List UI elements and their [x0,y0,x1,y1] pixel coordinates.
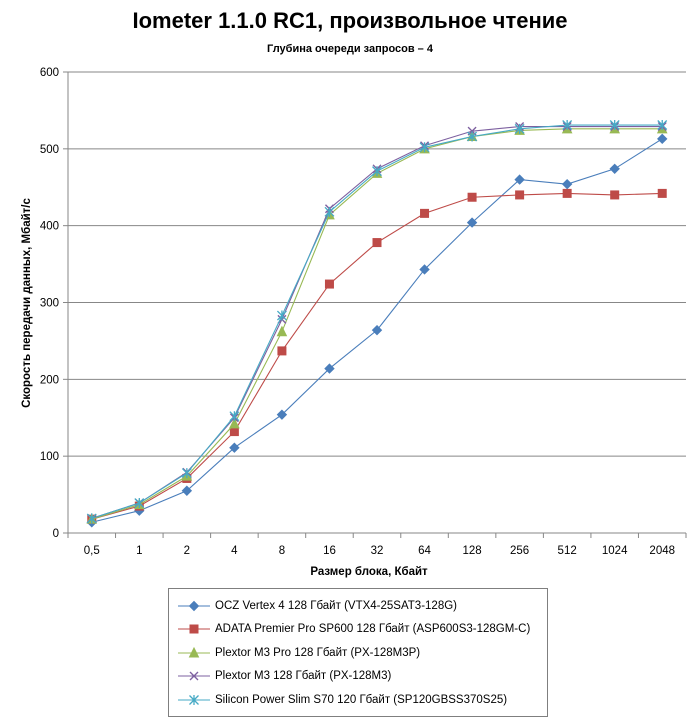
legend-label: Plextor M3 Pro 128 Гбайт (PX-128M3P) [215,646,421,659]
y-tick-label: 100 [40,451,59,463]
data-point [609,163,620,175]
data-point [657,120,668,131]
legend-item: ADATA Premier Pro SP600 128 Гбайт (ASP60… [177,618,539,642]
series-3 [86,122,668,524]
chart-title: Iometer 1.1.0 RC1, произвольное чтение [132,8,568,33]
data-point [371,324,383,336]
legend-item: Plextor M3 Pro 128 Гбайт (PX-128M3P) [177,641,539,665]
x-tick-label: 32 [371,545,384,557]
data-point [277,346,287,356]
y-tick-label: 200 [40,374,59,386]
x-tick-label: 4 [231,545,238,557]
series-4 [87,122,667,523]
y-tick-label: 300 [40,298,59,310]
data-point [189,694,199,705]
data-point [609,120,620,131]
legend-label: ADATA Premier Pro SP600 128 Гбайт (ASP60… [215,623,531,636]
data-point [467,192,477,202]
x-tick-label: 2 [184,545,190,557]
data-point [324,206,335,217]
legend-label: Plextor M3 128 Гбайт (PX-128M3) [215,670,392,683]
data-point [466,217,478,228]
legend-label: OCZ Vertex 4 128 Гбайт (VTX4-25SAT3-128G… [215,599,457,612]
data-point [276,409,288,420]
data-point [324,279,334,289]
y-tick-label: 500 [40,144,59,156]
x-tick-label: 8 [279,545,285,557]
data-point [181,468,192,479]
series-2 [87,188,667,524]
legend-swatch [178,646,210,658]
series-lines [86,120,668,528]
legend-swatch [178,671,210,681]
data-point [276,310,287,321]
series-5 [86,120,668,524]
data-point [420,208,430,218]
data-point [419,142,430,153]
data-point [229,442,240,453]
data-point [324,363,335,374]
data-point [189,671,199,681]
gridlines [68,71,686,457]
data-point [189,624,199,634]
data-point [467,131,478,142]
series-1 [86,133,668,528]
legend-item: OCZ Vertex 4 128 Гбайт (VTX4-25SAT3-128G… [177,594,539,618]
chart-subtitle: Глубина очереди запросов – 4 [267,43,433,55]
data-point [657,188,667,198]
legend-swatch [178,600,210,611]
series-line [91,126,663,519]
x-tick-label: 256 [510,545,529,557]
series-line [91,124,663,519]
data-point [372,238,382,248]
y-tick-label: 600 [40,67,59,79]
x-tick-label: 0,5 [84,545,100,557]
y-tick-label: 0 [53,528,59,540]
legend-item: Plextor M3 128 Гбайт (PX-128M3) [177,665,539,689]
data-point [610,190,620,200]
data-point [276,325,288,337]
data-point [134,498,145,509]
x-tick-label: 128 [462,545,481,557]
data-point [419,264,430,275]
axes [63,71,687,538]
data-point [229,427,239,437]
x-tick-label: 1024 [602,545,628,557]
data-point [561,178,573,190]
y-axis-title: Скорость передачи данных, Мбайт/с [21,198,33,408]
series-line [91,128,663,520]
x-axis-title: Размер блока, Кбайт [310,566,428,578]
x-tick-label: 1 [136,545,142,557]
tick-labels: 0 100 200 300 400 500 600 0,5 1 2 4 8 16 32 64 128 256 51… [40,67,675,557]
x-tick-label: 64 [418,545,431,557]
legend-label: Silicon Power Slim S70 120 Гбайт (SP120G… [215,693,508,706]
data-point [515,190,525,200]
y-tick-label: 400 [40,221,59,233]
x-tick-label: 16 [323,545,336,557]
data-point [181,485,193,496]
data-point [657,133,668,145]
legend-swatch [178,694,210,705]
data-point [86,513,97,524]
data-point [188,600,200,611]
data-point [562,120,573,131]
legend: OCZ Vertex 4 128 Гбайт (VTX4-25SAT3-128G… [168,588,548,717]
x-tick-label: 512 [558,545,577,557]
legend-item: Silicon Power Slim S70 120 Гбайт (SP120G… [177,688,539,712]
x-tick-label: 2048 [649,545,675,557]
data-point [229,417,240,429]
data-point [514,174,525,185]
legend-swatch [178,624,210,634]
data-point [562,188,572,198]
data-point [514,123,525,134]
data-point [229,411,240,422]
data-point [188,646,200,658]
data-point [372,166,382,177]
